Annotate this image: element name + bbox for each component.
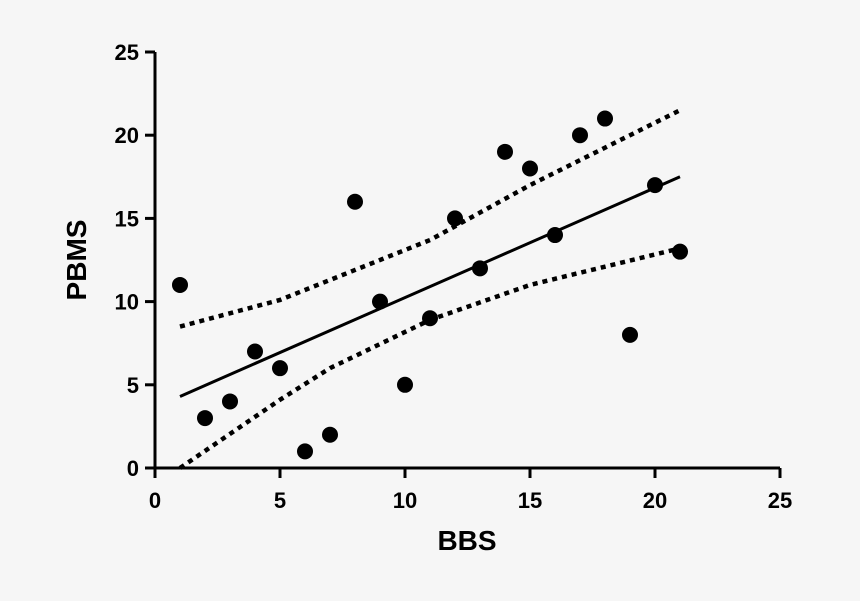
y-tick-label: 5 bbox=[127, 373, 139, 398]
data-point bbox=[272, 360, 288, 377]
data-point bbox=[597, 110, 613, 127]
data-point bbox=[222, 393, 238, 410]
x-tick-label: 25 bbox=[768, 488, 792, 513]
data-point bbox=[297, 443, 313, 460]
x-tick-label: 10 bbox=[393, 488, 417, 513]
x-tick-label: 5 bbox=[274, 488, 286, 513]
data-point bbox=[172, 276, 188, 293]
y-tick-label: 25 bbox=[115, 40, 139, 65]
x-tick-label: 0 bbox=[149, 488, 161, 513]
data-point bbox=[647, 177, 663, 194]
confidence-band bbox=[179, 108, 682, 329]
confidence-band bbox=[178, 246, 681, 470]
y-tick-label: 20 bbox=[115, 123, 139, 148]
y-tick-label: 15 bbox=[115, 206, 139, 231]
y-axis-title: PBMS bbox=[61, 220, 92, 301]
data-point bbox=[622, 326, 638, 343]
data-point bbox=[247, 343, 263, 360]
data-point bbox=[347, 193, 363, 210]
data-point bbox=[472, 260, 488, 277]
data-point bbox=[372, 293, 388, 310]
data-point bbox=[572, 127, 588, 144]
x-tick-label: 20 bbox=[643, 488, 667, 513]
data-point bbox=[197, 410, 213, 427]
data-point bbox=[397, 376, 413, 393]
data-point bbox=[672, 243, 688, 260]
y-tick-label: 0 bbox=[127, 456, 139, 481]
data-point bbox=[447, 210, 463, 227]
data-point bbox=[422, 310, 438, 327]
data-point bbox=[547, 227, 563, 244]
y-tick-label: 10 bbox=[115, 290, 139, 315]
data-point bbox=[497, 143, 513, 160]
x-axis-title: BBS bbox=[437, 525, 496, 556]
data-point bbox=[522, 160, 538, 177]
data-point bbox=[322, 426, 338, 443]
x-tick-label: 15 bbox=[518, 488, 542, 513]
regression-line bbox=[179, 175, 681, 398]
